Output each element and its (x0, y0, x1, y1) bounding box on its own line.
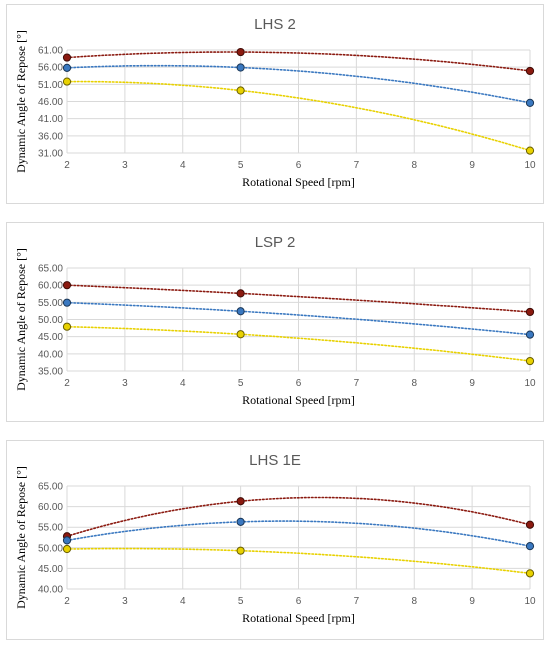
y-tick-label: 51.00 (38, 80, 63, 91)
series-yellow-point (525, 146, 535, 155)
series-dark-red-trendline (66, 51, 531, 72)
y-tick-label: 31.00 (38, 149, 63, 160)
y-tick-label: 35.00 (38, 367, 63, 378)
x-tick-label: 10 (524, 596, 536, 607)
x-tick-label: 10 (524, 160, 536, 171)
x-tick-label: 9 (469, 378, 475, 389)
series-yellow-point (236, 330, 245, 339)
y-tick-label: 36.00 (38, 131, 63, 142)
series-dark-red-point (236, 289, 245, 298)
y-tick-label: 65.00 (38, 482, 63, 493)
series-blue-point (62, 298, 72, 307)
y-axis-label: Dynamic Angle of Repose [°] (14, 30, 28, 173)
series-dark-red-trendline (66, 496, 531, 538)
y-tick-label: 60.00 (38, 281, 63, 292)
series-yellow-trendline (66, 325, 531, 362)
y-tick-label: 50.00 (38, 543, 63, 554)
x-tick-label: 7 (354, 160, 360, 171)
y-tick-label: 60.00 (38, 502, 63, 513)
chart-lsp-2: LSP 2 35.00 40.00 45.00 50.00 55.00 60.00 65.00… (14, 234, 536, 407)
chart-lhs-1e: LHS 1E 40.00 45.00 50.00 55.00 60.00 65.00 2 3 4 5… (14, 452, 536, 625)
y-tick-label: 40.00 (38, 349, 63, 360)
x-tick-label: 3 (122, 160, 128, 171)
series-yellow-point (62, 322, 72, 331)
chart-panel-lhs-1e: LHS 1E 40.00 45.00 50.00 55.00 60.00 65.00 2 3 4 5… (6, 440, 544, 640)
x-tick-label: 5 (238, 596, 244, 607)
series-yellow-point (62, 544, 72, 554)
series-blue-trendline (66, 301, 531, 336)
y-tick-label: 40.00 (38, 585, 63, 596)
x-tick-label: 8 (411, 160, 417, 171)
x-tick-label: 9 (469, 160, 475, 171)
y-tick-label: 41.00 (38, 114, 63, 125)
x-axis-label: Rotational Speed [rpm] (242, 175, 355, 189)
y-tick-label: 45.00 (38, 332, 63, 343)
series-blue-point (62, 63, 72, 72)
series-dark-red-point (525, 520, 535, 529)
x-axis-label: Rotational Speed [rpm] (242, 393, 355, 407)
series-dark-red-point (236, 497, 245, 506)
series-blue-point (236, 517, 245, 526)
x-tick-label: 5 (238, 378, 244, 389)
x-tick-label: 7 (354, 378, 360, 389)
y-tick-label: 61.00 (38, 46, 63, 57)
series-yellow-trendline (66, 547, 531, 575)
y-tick-label: 55.00 (38, 298, 63, 309)
x-tick-label: 9 (469, 596, 475, 607)
series-dark-red-point (525, 66, 535, 76)
series-blue-point (236, 307, 245, 316)
y-tick-label: 65.00 (38, 264, 63, 275)
series-yellow-point (525, 356, 535, 366)
x-tick-label: 2 (64, 378, 70, 389)
x-tick-label: 4 (180, 596, 186, 607)
series-yellow-point (236, 86, 245, 95)
y-tick-label: 50.00 (38, 315, 63, 326)
y-axis-label: Dynamic Angle of Repose [°] (14, 466, 28, 609)
series-yellow-point (525, 569, 535, 578)
series-dark-red-point (525, 307, 535, 317)
series-blue-point (525, 330, 535, 339)
series-blue-point (236, 63, 245, 72)
series-blue-point (62, 536, 72, 545)
x-tick-label: 6 (296, 160, 302, 171)
chart-title: LHS 1E (249, 452, 301, 469)
x-tick-label: 3 (122, 596, 128, 607)
y-axis-label: Dynamic Angle of Repose [°] (14, 248, 28, 391)
x-tick-label: 6 (296, 378, 302, 389)
series-dark-red-trendline (66, 284, 531, 313)
x-tick-label: 8 (411, 596, 417, 607)
chart-panel-lsp-2: LSP 2 35.00 40.00 45.00 50.00 55.00 60.00 65.00… (6, 222, 544, 422)
x-tick-label: 2 (64, 596, 70, 607)
series-blue-point (525, 542, 535, 551)
chart-title: LHS 2 (254, 16, 296, 33)
y-tick-label: 56.00 (38, 63, 63, 74)
x-tick-label: 8 (411, 378, 417, 389)
x-tick-label: 2 (64, 160, 70, 171)
series-dark-red-point (62, 281, 72, 290)
chart-title: LSP 2 (255, 234, 296, 251)
x-tick-label: 7 (354, 596, 360, 607)
x-tick-label: 4 (180, 378, 186, 389)
y-tick-label: 55.00 (38, 523, 63, 534)
x-tick-label: 6 (296, 596, 302, 607)
y-tick-label: 45.00 (38, 564, 63, 575)
series-dark-red-point (236, 47, 245, 57)
x-tick-label: 4 (180, 160, 186, 171)
chart-panel-lhs-2: LHS 2 31.00 36.00 41.00 46.00 51.00 56.00 61.00… (6, 4, 544, 204)
series-blue-point (525, 98, 535, 107)
chart-lhs-2: LHS 2 31.00 36.00 41.00 46.00 51.00 56.00 61.00… (14, 16, 536, 189)
x-axis-label: Rotational Speed [rpm] (242, 611, 355, 625)
series-blue-trendline (66, 64, 531, 104)
x-tick-label: 3 (122, 378, 128, 389)
x-tick-label: 5 (238, 160, 244, 171)
series-yellow-point (62, 77, 72, 86)
series-yellow-point (236, 546, 245, 555)
series-dark-red-point (62, 53, 72, 62)
y-tick-label: 46.00 (38, 97, 63, 108)
x-tick-label: 10 (524, 378, 536, 389)
series-blue-trendline (66, 520, 531, 547)
series-yellow-trendline (66, 80, 531, 152)
